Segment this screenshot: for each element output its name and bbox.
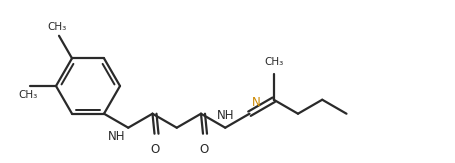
Text: CH₃: CH₃ bbox=[264, 57, 283, 67]
Text: N: N bbox=[252, 96, 260, 109]
Text: NH: NH bbox=[217, 109, 234, 122]
Text: NH: NH bbox=[108, 130, 126, 143]
Text: O: O bbox=[151, 143, 160, 156]
Text: CH₃: CH₃ bbox=[18, 90, 38, 100]
Text: O: O bbox=[199, 143, 209, 156]
Text: CH₃: CH₃ bbox=[47, 22, 66, 32]
